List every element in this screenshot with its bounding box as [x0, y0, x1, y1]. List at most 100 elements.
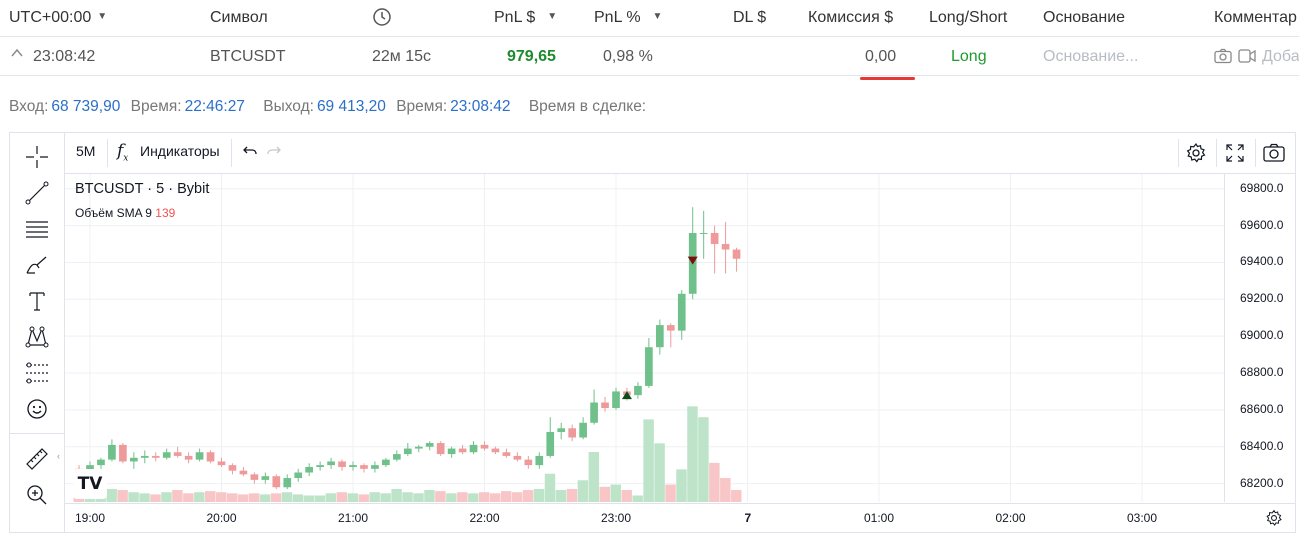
video-icon[interactable] — [1238, 48, 1256, 70]
volume-bar — [566, 488, 578, 502]
volume-bar — [446, 493, 457, 502]
time-axis[interactable]: 19:00 20:00 21:00 22:00 23:00 7 01:00 02:00 03:0… — [65, 503, 1295, 533]
dl-header[interactable]: DL $ — [733, 9, 767, 26]
horizontal-lines-icon[interactable] — [23, 215, 51, 243]
trade-row[interactable]: 23:08:42 BTCUSDT 22м 15с 979,65 0,98 % 0… — [0, 37, 1299, 80]
candle-body — [305, 466, 314, 473]
candle-body — [360, 465, 368, 469]
redo-icon[interactable] — [265, 142, 283, 163]
buy-marker — [621, 391, 632, 400]
reason-header[interactable]: Основание — [1043, 9, 1126, 26]
price-tick-label: 69200.0 — [1240, 291, 1284, 306]
trade-symbol: BTCUSDT — [210, 48, 286, 65]
entry-time-label: Время: — [130, 98, 182, 115]
time-tick-label: 03:00 — [1127, 511, 1158, 525]
candle-body — [184, 455, 193, 460]
prediction-icon[interactable] — [23, 359, 51, 387]
axis-settings-gear-icon[interactable] — [1265, 509, 1283, 532]
volume-bar — [347, 493, 358, 502]
volume-bar — [402, 492, 413, 502]
screenshot-camera-icon[interactable] — [1262, 142, 1286, 167]
exit-price: 69 413,20 — [316, 98, 386, 115]
reason-input[interactable]: Основание... — [1043, 48, 1139, 65]
drawing-toolbar: ‹ — [10, 133, 65, 532]
pnl-pct-header[interactable]: PnL % ▼ — [594, 8, 662, 30]
volume-bar — [259, 494, 271, 502]
pattern-icon[interactable] — [23, 323, 51, 351]
volume-bar — [336, 492, 348, 502]
time-tick-label: 21:00 — [338, 511, 369, 525]
collapse-arrow-icon[interactable]: ‹ — [57, 451, 60, 461]
crosshair-icon[interactable] — [23, 143, 51, 171]
time-tick-label: 02:00 — [995, 511, 1026, 525]
chevron-up-icon[interactable] — [10, 46, 24, 66]
candle-body — [425, 443, 434, 447]
legend-dot: · — [168, 181, 174, 197]
text-tool-icon[interactable] — [23, 287, 51, 315]
clock-icon[interactable] — [372, 7, 392, 33]
candle-body — [480, 444, 489, 449]
pnl-pct-label: PnL % — [594, 9, 641, 26]
timezone-select[interactable]: UTC+00:00 ▼ — [9, 8, 107, 30]
volume-bar — [632, 495, 643, 502]
candle-body — [392, 454, 401, 460]
volume-bar — [643, 419, 654, 502]
time-tick-label: 7 — [744, 511, 752, 525]
candle-body — [403, 448, 412, 455]
function-icon[interactable]: fx — [117, 141, 129, 164]
zoom-in-icon[interactable] — [23, 481, 51, 509]
symbol-header[interactable]: Символ — [210, 9, 268, 26]
camera-icon[interactable] — [1214, 48, 1232, 70]
time-tick-label: 19:00 — [75, 511, 106, 525]
positions-table-header: UTC+00:00 ▼ Символ PnL $ ▼ PnL % ▼ DL $ Ком… — [0, 0, 1299, 37]
time-tick-label: 22:00 — [469, 511, 500, 525]
price-chart[interactable] — [65, 174, 1224, 502]
comment-input[interactable]: Доба — [1262, 48, 1299, 65]
candle-body — [382, 459, 390, 466]
exit-time: 23:08:42 — [450, 98, 511, 115]
price-tick-label: 69400.0 — [1240, 254, 1284, 269]
volume-bar — [665, 484, 676, 502]
tradingview-logo[interactable]: TV — [73, 469, 107, 499]
volume-bar — [676, 469, 687, 502]
ruler-icon[interactable] — [23, 445, 51, 473]
comment-header[interactable]: Комментар — [1214, 9, 1297, 26]
emoji-icon[interactable] — [23, 395, 51, 423]
brush-icon[interactable] — [23, 251, 51, 279]
side-header[interactable]: Long/Short — [929, 9, 1008, 26]
candle-body — [338, 461, 346, 467]
candle-body — [491, 448, 500, 453]
volume-bar — [369, 492, 380, 502]
time-tick-label: 20:00 — [206, 511, 237, 525]
trend-line-icon[interactable] — [23, 179, 51, 207]
volume-bar — [621, 490, 632, 502]
candle-body — [119, 444, 127, 462]
toolbar-separator — [1178, 139, 1179, 167]
indicators-button[interactable]: Индикаторы — [140, 143, 220, 159]
fullscreen-icon[interactable] — [1225, 143, 1245, 166]
volume-bar — [435, 491, 446, 502]
volume-bar — [687, 406, 698, 502]
volume-bar — [555, 490, 567, 502]
settings-gear-icon[interactable] — [1185, 142, 1207, 167]
pnl-usd-header[interactable]: PnL $ ▼ — [494, 8, 557, 30]
toolbar-separator — [1255, 139, 1256, 167]
volume-bar — [150, 494, 161, 502]
trade-duration: 22м 15с — [372, 48, 432, 65]
time-tick-label: 01:00 — [864, 511, 895, 525]
volume-bar — [314, 495, 326, 502]
candle-body — [217, 461, 226, 466]
volume-bar — [358, 494, 369, 502]
volume-bar — [468, 493, 479, 502]
trade-commission[interactable]: 0,00 — [865, 48, 897, 65]
candle-body — [557, 428, 566, 432]
price-axis[interactable]: 69800.0 69600.0 69400.0 69200.0 69000.0 68800… — [1224, 174, 1296, 502]
volume-value: 139 — [155, 206, 176, 220]
toolbar-separator — [231, 139, 232, 167]
undo-icon[interactable] — [241, 142, 259, 163]
candle-body — [414, 446, 423, 449]
volume-legend: Объём SMA 9 139 — [75, 206, 175, 220]
commission-header[interactable]: Комиссия $ — [808, 9, 894, 26]
chart-widget: ‹ 5M fx Индикаторы BTCUSDT · 5 · Bybit О… — [9, 132, 1296, 533]
interval-button[interactable]: 5M — [76, 143, 96, 159]
